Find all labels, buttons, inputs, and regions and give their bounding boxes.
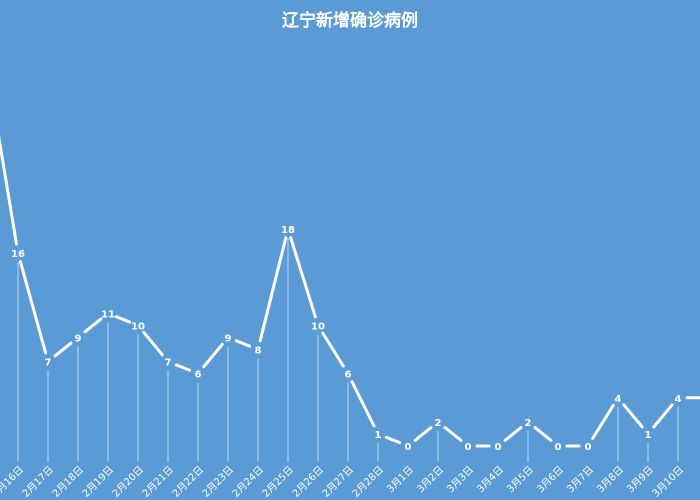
- x-tick-label: 3月10日: [650, 464, 686, 500]
- data-label: 9: [75, 333, 82, 344]
- series-line-segment: [114, 315, 132, 324]
- x-tick-label: 3月8日: [594, 464, 626, 496]
- chart-title: 辽宁新增确诊病例: [282, 10, 418, 31]
- series-line-segment: [503, 426, 523, 442]
- series-line-segment: [258, 236, 288, 343]
- data-label: 10: [131, 321, 145, 332]
- x-tick-label: 2月23日: [200, 464, 236, 500]
- series-line-segment: [18, 260, 48, 355]
- x-tick-label: 2月17日: [20, 464, 56, 500]
- series-line-segment: [652, 403, 674, 429]
- series-line-segment: [413, 426, 433, 442]
- series-line-segment: [83, 317, 103, 334]
- data-label: 0: [585, 442, 592, 453]
- series-line-segment: [174, 363, 192, 372]
- data-label: 8: [255, 346, 262, 357]
- data-label: 11: [101, 309, 115, 320]
- series-line-segment: [321, 331, 345, 368]
- x-tick-label: 2月27日: [320, 464, 356, 500]
- x-tick-label: 3月6日: [534, 464, 566, 496]
- data-label: 0: [405, 442, 412, 453]
- data-label: 9: [225, 333, 232, 344]
- data-label: 16: [11, 249, 25, 260]
- data-label: 4: [615, 394, 622, 405]
- data-label: 1: [645, 430, 652, 441]
- series-line-segment: [591, 403, 615, 440]
- data-label: 0: [495, 442, 502, 453]
- x-tick-label: 3月5日: [504, 464, 536, 496]
- data-label: 6: [195, 370, 202, 381]
- data-label: 18: [281, 225, 295, 236]
- series-line-segment: [443, 426, 463, 442]
- series-line-segment: [533, 426, 553, 442]
- series-line-segment: [622, 403, 644, 429]
- x-tick-label: 3月3日: [444, 464, 476, 496]
- x-tick-label: 2月28日: [350, 464, 386, 500]
- data-label: 7: [165, 358, 172, 369]
- x-tick-label: 3月2日: [414, 464, 446, 496]
- data-label: 0: [465, 442, 472, 453]
- x-tick-label: 2月21日: [140, 464, 176, 500]
- data-label: 10: [311, 321, 325, 332]
- series-line-segment: [289, 236, 317, 319]
- series-line-segment: [384, 435, 402, 445]
- x-tick-label: 2月20日: [110, 464, 146, 500]
- series-line-segment: [202, 342, 224, 369]
- x-tick-label: 2月18日: [50, 464, 86, 500]
- x-tick-label: 3月7日: [564, 464, 596, 496]
- data-label: 2: [435, 418, 442, 429]
- data-label: 0: [555, 442, 562, 453]
- x-tick-label: 2月24日: [230, 464, 266, 500]
- series-line-segment: [234, 339, 252, 348]
- series-line-segment: [0, 135, 19, 246]
- x-tick-label: 2月19日: [80, 464, 116, 500]
- series-line-segment: [142, 330, 164, 357]
- x-tick-label: 2月22日: [170, 464, 206, 500]
- data-label: 1: [375, 430, 382, 441]
- data-label: 4: [675, 394, 682, 405]
- x-tick-label: 2月26日: [290, 464, 326, 500]
- series-line-segment: [350, 380, 376, 428]
- x-tick-label: 2月25日: [260, 464, 296, 500]
- data-label: 6: [345, 370, 352, 381]
- x-tick-label: 3月1日: [384, 464, 416, 496]
- x-tick-label: 3月4日: [474, 464, 506, 496]
- data-label: 7: [45, 358, 52, 369]
- data-label: 2: [525, 418, 532, 429]
- series-line-segment: [53, 341, 73, 358]
